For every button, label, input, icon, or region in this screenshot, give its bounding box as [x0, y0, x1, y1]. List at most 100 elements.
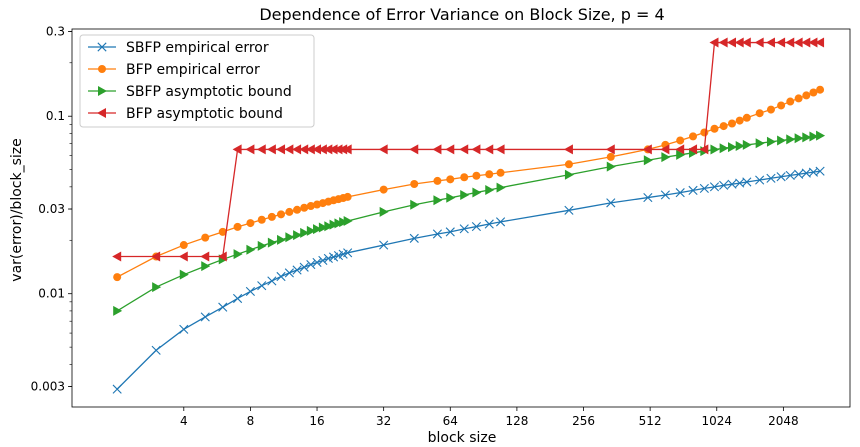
data-point-marker	[710, 144, 720, 155]
legend-label: SBFP asymptotic bound	[126, 84, 292, 100]
data-point-marker	[113, 305, 123, 316]
data-point-marker	[675, 188, 685, 198]
data-point-marker	[323, 253, 333, 264]
y-axis-label: var(error)/block_size	[9, 138, 25, 281]
data-point-marker	[816, 85, 825, 94]
data-point-marker	[267, 212, 276, 221]
data-point-marker	[794, 94, 803, 103]
data-point-marker	[710, 124, 719, 133]
data-point-marker	[564, 169, 574, 180]
data-point-marker	[267, 276, 277, 286]
data-point-marker	[257, 240, 267, 251]
data-point-marker	[232, 144, 242, 155]
legend: SBFP empirical error BFP empirical error S…	[79, 34, 315, 128]
data-point-marker	[699, 144, 709, 155]
data-point-marker	[256, 144, 266, 155]
data-point-marker	[495, 144, 505, 155]
data-point-marker	[802, 91, 811, 100]
data-point-marker	[379, 206, 389, 217]
data-point-marker	[433, 176, 442, 185]
data-point-marker	[605, 144, 615, 155]
x-axis-label: block size	[428, 430, 497, 446]
x-tick-label: 16	[309, 414, 324, 428]
data-point-marker	[776, 172, 786, 182]
data-point-marker	[785, 170, 795, 180]
data-point-marker	[718, 37, 728, 48]
data-point-marker	[606, 152, 615, 161]
data-point-marker	[98, 86, 107, 96]
data-point-marker	[786, 97, 795, 106]
x-tick-label: 1024	[701, 414, 732, 428]
data-point-marker	[642, 144, 652, 155]
data-point-marker	[432, 144, 442, 155]
data-point-marker	[323, 144, 333, 155]
data-point-marker	[409, 233, 419, 243]
data-point-marker	[329, 219, 339, 230]
data-point-marker	[785, 37, 795, 48]
series-sbfp-empirical-error	[112, 166, 825, 394]
data-point-marker	[643, 155, 653, 166]
data-point-marker	[218, 302, 228, 312]
data-point-marker	[276, 144, 286, 155]
data-point-marker	[765, 37, 775, 48]
data-point-marker	[277, 234, 287, 245]
data-point-marker	[257, 215, 266, 224]
data-point-marker	[410, 180, 419, 189]
data-point-marker	[112, 251, 122, 262]
data-point-marker	[445, 227, 455, 237]
plot-frame	[71, 28, 851, 408]
data-point-marker	[742, 177, 752, 187]
data-point-marker	[97, 108, 106, 118]
legend-label: SBFP empirical error	[126, 40, 269, 56]
data-point-marker	[446, 192, 456, 203]
data-point-marker	[741, 37, 751, 48]
legend-label: BFP empirical error	[126, 62, 260, 78]
data-point-marker	[333, 144, 343, 155]
data-point-marker	[728, 142, 738, 153]
data-point-marker	[200, 312, 210, 322]
data-point-marker	[300, 227, 310, 238]
data-point-marker	[755, 109, 764, 118]
data-point-marker	[816, 130, 826, 141]
data-point-marker	[343, 248, 353, 258]
data-point-marker	[312, 144, 322, 155]
data-point-marker	[496, 182, 506, 193]
x-tick-label: 256	[572, 414, 595, 428]
data-point-marker	[754, 37, 764, 48]
data-point-marker	[179, 324, 189, 334]
data-point-marker	[689, 132, 698, 141]
data-point-marker	[179, 241, 188, 250]
data-point-marker	[306, 225, 316, 236]
data-point-marker	[727, 37, 737, 48]
data-point-marker	[445, 144, 455, 155]
data-point-marker	[766, 105, 775, 114]
data-point-marker	[735, 116, 744, 125]
data-point-marker	[292, 265, 302, 275]
data-point-marker	[777, 135, 787, 146]
data-point-marker	[379, 240, 389, 250]
data-point-marker	[200, 251, 210, 262]
y-tick-label: 0.003	[31, 380, 65, 394]
data-point-marker	[809, 131, 819, 142]
data-point-marker	[292, 144, 302, 155]
data-point-marker	[446, 175, 455, 184]
data-point-marker	[232, 293, 243, 304]
data-point-marker	[342, 144, 352, 155]
data-point-marker	[276, 271, 286, 282]
data-point-marker	[293, 230, 303, 241]
data-point-marker	[564, 160, 573, 169]
data-point-marker	[661, 152, 671, 163]
y-tick-label: 0.3	[46, 25, 65, 39]
data-point-marker	[742, 139, 752, 150]
data-point-marker	[343, 215, 353, 226]
data-point-marker	[317, 144, 327, 155]
data-point-marker	[284, 144, 294, 155]
data-point-marker	[313, 224, 323, 235]
data-point-marker	[484, 219, 494, 229]
data-point-marker	[459, 144, 469, 155]
data-point-marker	[688, 185, 698, 195]
data-point-marker	[495, 217, 506, 227]
data-point-marker	[777, 101, 786, 110]
legend-item: SBFP empirical error	[88, 40, 269, 56]
data-point-marker	[152, 282, 162, 293]
